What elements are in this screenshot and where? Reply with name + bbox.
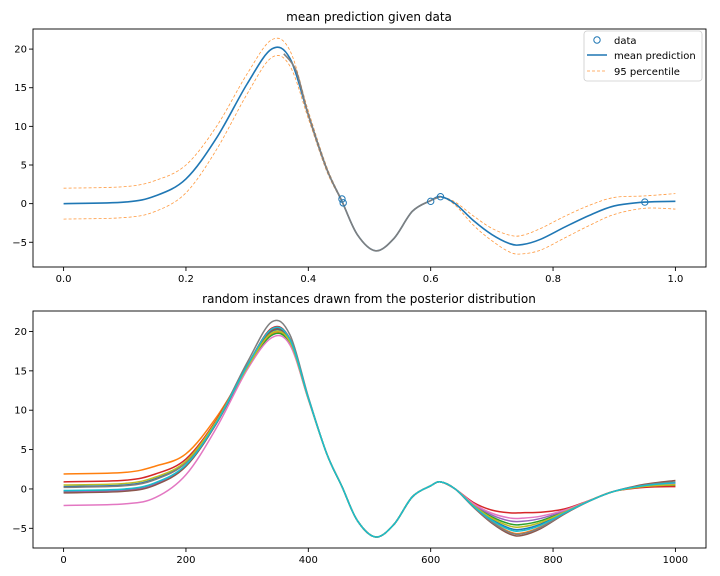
- legend: data mean prediction 95 percentile: [583, 30, 703, 82]
- top-plot-frame: [32, 28, 707, 268]
- exact-segment-line: [283, 53, 441, 252]
- posterior-sample-line: [63, 331, 676, 538]
- top-x-tick-label: 0.2: [178, 274, 194, 285]
- posterior-sample-line: [63, 330, 676, 538]
- legend-box: [583, 30, 703, 82]
- legend-marker-data: [593, 36, 601, 44]
- bottom-y-tick-label: −5: [12, 524, 27, 535]
- posterior-sample-line: [63, 325, 676, 538]
- data-point: [436, 192, 445, 201]
- posterior-sample-line: [63, 328, 676, 538]
- top-x-tick-label: 0.6: [423, 274, 439, 285]
- data-point: [339, 199, 347, 207]
- legend-label-mean-prediction: mean prediction: [614, 51, 696, 62]
- top-x-tick-label: 0.4: [300, 274, 316, 285]
- data-point: [426, 197, 435, 206]
- top-y-tick-label: 0: [21, 199, 27, 210]
- posterior-sample-line: [63, 326, 676, 538]
- legend-label-95-percentile: 95 percentile: [614, 67, 680, 78]
- bottom-plot-frame: [32, 310, 707, 549]
- bottom-axis-ticks: 0 200 400 600 800 1000 −5 0 5 10 15 20: [12, 327, 688, 566]
- top-x-tick-label: 0.8: [545, 274, 561, 285]
- posterior-sample-line: [63, 334, 676, 538]
- top-subplot: mean prediction given data 0.0 0.2 0.4 0.6 0…: [12, 10, 707, 285]
- posterior-sample-line: [63, 319, 676, 538]
- top-y-tick-label: 10: [14, 122, 27, 133]
- lower-95-percentile-line: [63, 55, 676, 255]
- bottom-x-tick-label: 1000: [663, 555, 688, 566]
- top-y-tick-label: −5: [12, 238, 27, 249]
- top-x-tick-label: 0.0: [56, 274, 72, 285]
- top-y-tick-label: 5: [21, 161, 27, 172]
- bottom-chart-title: random instances drawn from the posterio…: [202, 292, 536, 306]
- bottom-x-tick-label: 600: [421, 555, 440, 566]
- data-point: [338, 195, 346, 203]
- posterior-sample-line: [63, 327, 676, 538]
- legend-label-data: data: [614, 36, 637, 47]
- posterior-sample-line: [63, 328, 676, 538]
- bottom-y-tick-label: 0: [21, 484, 27, 495]
- posterior-sample-line: [63, 332, 676, 538]
- bottom-x-tick-label: 0: [60, 555, 66, 566]
- top-y-tick-label: 20: [14, 45, 27, 56]
- bottom-x-tick-label: 200: [176, 555, 195, 566]
- bottom-x-tick-label: 800: [543, 555, 562, 566]
- bottom-subplot: random instances drawn from the posterio…: [12, 292, 707, 566]
- top-axis-ticks: 0.0 0.2 0.4 0.6 0.8 1.0 −5 0 5 10 15 20: [12, 45, 683, 285]
- bottom-y-tick-label: 10: [14, 406, 27, 417]
- bottom-y-tick-label: 5: [21, 445, 27, 456]
- top-y-tick-label: 15: [14, 83, 27, 94]
- upper-95-percentile-line: [63, 37, 676, 252]
- bottom-y-tick-label: 20: [14, 327, 27, 338]
- top-x-tick-label: 1.0: [667, 274, 683, 285]
- bottom-x-tick-label: 400: [299, 555, 318, 566]
- bottom-y-tick-label: 15: [14, 366, 27, 377]
- top-chart-title: mean prediction given data: [286, 10, 452, 24]
- data-point: [641, 198, 649, 206]
